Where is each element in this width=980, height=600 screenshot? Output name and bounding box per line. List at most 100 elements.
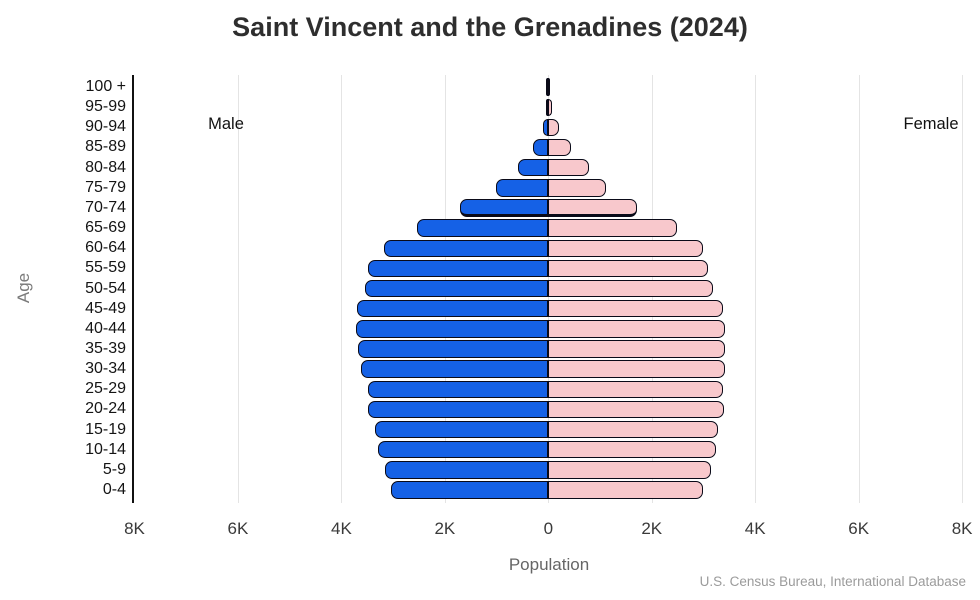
- age-label: 80-84: [85, 158, 126, 176]
- age-row: 65-69: [0, 218, 980, 238]
- female-bar: [548, 481, 703, 499]
- female-bar: [548, 360, 726, 378]
- age-row: 40-44: [0, 319, 980, 339]
- male-bar: [495, 179, 549, 197]
- age-label: 45-49: [85, 299, 126, 317]
- female-bar: [548, 199, 637, 217]
- male-bar: [390, 481, 549, 499]
- female-bar: [548, 320, 726, 338]
- male-bar: [385, 461, 549, 479]
- female-bar: [548, 340, 726, 358]
- age-row: 80-84: [0, 158, 980, 178]
- age-row: 60-64: [0, 238, 980, 258]
- age-row: 45-49: [0, 299, 980, 319]
- male-bar: [357, 300, 549, 318]
- age-row: 90-94: [0, 117, 980, 137]
- gridline: [962, 75, 964, 503]
- age-row: 0-4: [0, 480, 980, 500]
- female-bar: [548, 158, 589, 177]
- age-label: 90-94: [85, 118, 126, 136]
- female-bar: [548, 300, 723, 318]
- gridline: [858, 75, 860, 503]
- female-bar: [548, 400, 724, 419]
- male-bar: [364, 279, 549, 298]
- age-row: 20-24: [0, 399, 980, 419]
- age-row: 25-29: [0, 379, 980, 399]
- age-label: 65-69: [85, 219, 126, 237]
- male-bar: [367, 380, 549, 399]
- age-label: 85-89: [85, 138, 126, 156]
- age-label: 20-24: [85, 400, 126, 418]
- age-row: 50-54: [0, 279, 980, 299]
- age-label: 5-9: [102, 460, 126, 478]
- x-tick-label: 0: [543, 519, 554, 538]
- female-bar: [548, 78, 551, 96]
- female-bar: [548, 461, 711, 479]
- male-bar: [546, 98, 549, 116]
- male-bar: [416, 219, 549, 237]
- age-row: 5-9: [0, 460, 980, 480]
- male-side-label: Male: [208, 115, 244, 133]
- age-row: 95-99: [0, 97, 980, 117]
- female-bar: [548, 239, 704, 257]
- age-row: 85-89: [0, 137, 980, 157]
- age-label: 75-79: [85, 178, 126, 196]
- x-tick-label: 6K: [848, 519, 870, 538]
- male-bar: [517, 158, 549, 177]
- male-bar: [533, 138, 549, 157]
- x-axis-title: Population: [508, 555, 590, 574]
- female-bar: [548, 259, 708, 278]
- male-bar: [356, 320, 549, 338]
- male-bar: [368, 259, 549, 278]
- female-bar: [548, 279, 713, 298]
- age-row: 30-34: [0, 359, 980, 379]
- age-row: 35-39: [0, 339, 980, 359]
- age-label: 0-4: [102, 481, 126, 498]
- female-side-label: Female: [903, 115, 959, 133]
- chart-title: Saint Vincent and the Grenadines (2024): [232, 12, 748, 42]
- female-bar: [548, 98, 553, 116]
- male-bar: [361, 360, 549, 378]
- x-tick-label: 2K: [434, 519, 456, 538]
- age-label: 40-44: [85, 319, 126, 337]
- male-bar: [383, 239, 549, 257]
- x-tick-label: 6K: [227, 519, 249, 538]
- male-bar: [375, 420, 549, 439]
- age-label: 100 +: [85, 78, 126, 95]
- male-bar: [543, 118, 549, 137]
- male-bar: [368, 400, 549, 419]
- x-tick-label: 2K: [641, 519, 663, 538]
- female-bar: [548, 118, 559, 137]
- x-tick-label: 8K: [124, 519, 145, 538]
- age-row: 55-59: [0, 258, 980, 278]
- male-bar: [460, 199, 549, 217]
- gridline: [755, 75, 757, 503]
- age-row: 100 +: [0, 77, 980, 97]
- age-label: 95-99: [85, 98, 126, 116]
- male-bar: [358, 340, 549, 358]
- gridline: [237, 75, 239, 503]
- age-row: 15-19: [0, 420, 980, 440]
- age-label: 55-59: [85, 259, 126, 277]
- female-bar: [548, 420, 719, 439]
- y-axis-line: [132, 75, 134, 503]
- age-label: 30-34: [85, 360, 126, 378]
- gridline: [341, 75, 343, 503]
- female-bar: [548, 179, 607, 197]
- x-tick-label: 4K: [744, 519, 766, 538]
- age-row: 70-74: [0, 198, 980, 218]
- age-label: 35-39: [85, 339, 126, 357]
- female-bar: [548, 441, 717, 459]
- male-bar: [377, 441, 549, 459]
- age-label: 15-19: [85, 420, 126, 438]
- age-label: 60-64: [85, 239, 126, 257]
- age-label: 10-14: [85, 440, 126, 458]
- female-bar: [548, 219, 678, 237]
- x-tick-label: 4K: [330, 519, 352, 538]
- age-label: 25-29: [85, 380, 126, 398]
- age-label: 70-74: [85, 198, 126, 216]
- age-row: 75-79: [0, 178, 980, 198]
- female-bar: [548, 380, 723, 399]
- age-label: 50-54: [85, 279, 126, 297]
